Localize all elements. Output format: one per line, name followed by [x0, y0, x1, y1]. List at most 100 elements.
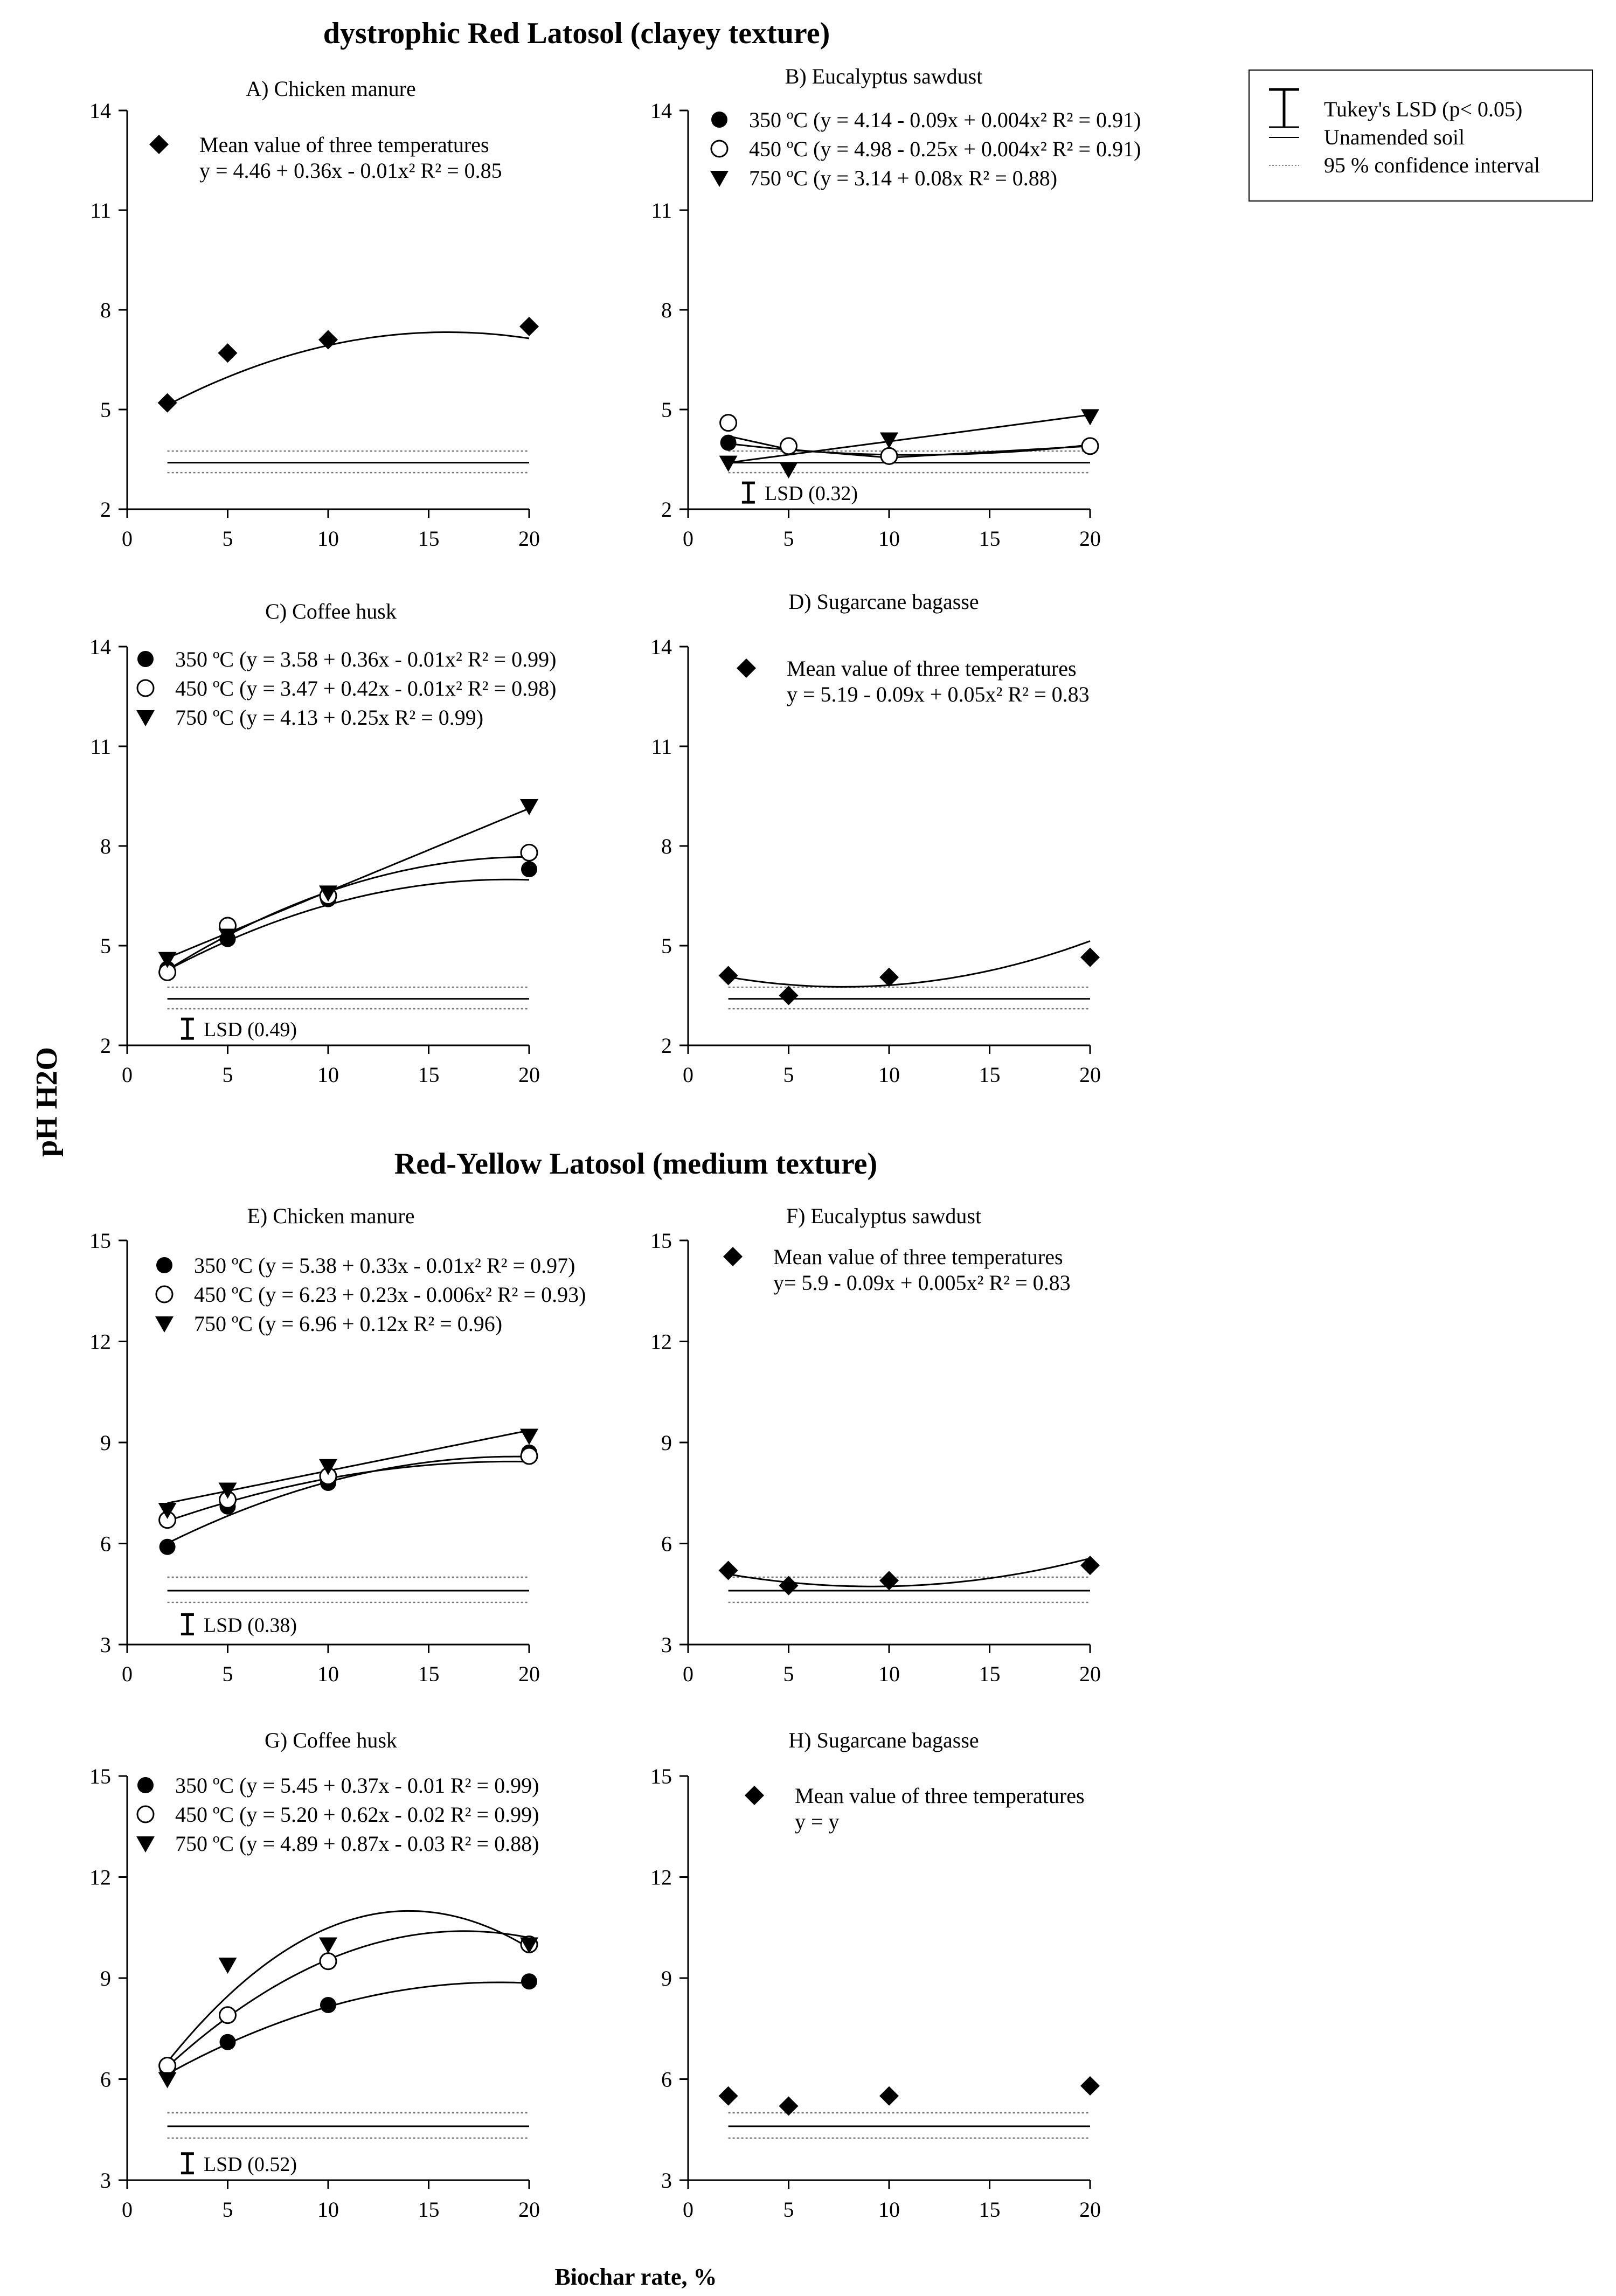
panel-title: E) Chicken manure	[247, 1204, 415, 1228]
fit-curve	[728, 435, 1091, 459]
y-tick-label: 12	[89, 1865, 111, 1890]
y-tick-label: 12	[650, 1865, 672, 1890]
legend-equation: 450 ºC (y = 6.23 + 0.23x - 0.006x² R² = …	[194, 1282, 586, 1307]
x-tick-label: 5	[223, 2197, 233, 2222]
legend-marker	[149, 135, 169, 154]
lsd-label: LSD (0.32)	[765, 482, 858, 505]
data-point	[219, 2006, 237, 2024]
x-tick-label: 0	[122, 526, 133, 551]
legend-equation: y = 4.46 + 0.36x - 0.01x² R² = 0.85	[199, 158, 502, 183]
y-tick-label: 12	[650, 1330, 672, 1354]
x-tick-label: 20	[1079, 1662, 1101, 1686]
legend-equation: 750 ºC (y = 4.89 + 0.87x - 0.03 R² = 0.8…	[175, 1832, 539, 1856]
legend-equation: 350 ºC (y = 5.38 + 0.33x - 0.01x² R² = 0…	[194, 1253, 575, 1278]
legend-equation: 450 ºC (y = 5.20 + 0.62x - 0.02 R² = 0.9…	[175, 1802, 539, 1827]
data-point	[319, 1937, 337, 1954]
x-tick-label: 15	[418, 526, 440, 551]
fit-curve	[167, 1455, 530, 1544]
panel-chicken-manure-medium: E) Chicken manure 3 6 9 12 15 0 5 10 15 20 LSD (0.3…	[89, 1204, 586, 1686]
y-tick-label: 12	[89, 1330, 111, 1354]
y-tick-label: 6	[100, 1532, 111, 1556]
data-point	[1081, 437, 1099, 455]
y-tick-label: 15	[650, 1764, 672, 1788]
legend-marker	[137, 1777, 154, 1793]
x-tick-label: 20	[1079, 1063, 1101, 1087]
y-tick-label: 15	[89, 1764, 111, 1788]
y-tick-label: 3	[661, 2168, 672, 2193]
legend-equation: y = 5.19 - 0.09x + 0.05x² R² = 0.83	[787, 682, 1090, 706]
legend-equation: 750 ºC (y = 3.14 + 0.08x R² = 0.88)	[749, 166, 1057, 190]
legend-equation: 750 ºC (y = 4.13 + 0.25x R² = 0.99)	[175, 705, 483, 730]
panel-coffee-husk-clayey: C) Coffee husk 2 5 8 11 14 0 5 10 15 20 LSD (0.49) 3…	[89, 599, 556, 1087]
x-tick-label: 15	[418, 1662, 440, 1686]
legend-marker	[137, 651, 154, 667]
data-point	[1081, 409, 1099, 426]
fit-curve	[167, 1430, 530, 1504]
data-point	[519, 316, 539, 336]
data-point	[521, 1973, 537, 1990]
data-point	[219, 2034, 236, 2050]
data-point	[158, 2072, 177, 2089]
lsd-label: LSD (0.38)	[204, 1614, 297, 1637]
data-point	[880, 432, 898, 449]
lsd-bar-icon	[181, 1017, 194, 1040]
x-tick-label: 5	[223, 1063, 233, 1087]
data-point	[718, 966, 738, 986]
x-tick-label: 0	[122, 1662, 133, 1686]
y-tick-label: 2	[100, 1033, 111, 1058]
data-point	[720, 434, 737, 451]
x-tick-label: 0	[683, 2197, 693, 2222]
y-axis-label: pH H2O	[30, 1047, 64, 1157]
legend-series-name: Mean value of three temperatures	[795, 1784, 1085, 1808]
x-tick-label: 15	[979, 1662, 1001, 1686]
global-legend: Tukey's LSD (p< 0.05) Unamended soil 95 …	[1249, 70, 1593, 202]
data-point	[521, 861, 537, 878]
x-tick-label: 20	[518, 1662, 540, 1686]
panel-eucalyptus-sawdust-clayey: B) Eucalyptus sawdust 2 5 8 11 14 0 5 10 15 20 LSD …	[650, 64, 1141, 551]
x-tick-label: 5	[223, 526, 233, 551]
x-tick-label: 0	[683, 1662, 693, 1686]
legend-marker	[136, 1836, 155, 1853]
x-tick-label: 15	[418, 1063, 440, 1087]
data-point	[158, 2057, 177, 2075]
legend-series-name: Mean value of three temperatures	[787, 656, 1077, 681]
y-tick-label: 6	[661, 1532, 672, 1556]
x-tick-label: 20	[1079, 2197, 1101, 2222]
data-point	[319, 1952, 337, 1971]
legend-equation: 350 ºC (y = 3.58 + 0.36x - 0.01x² R² = 0…	[175, 647, 556, 671]
y-tick-label: 6	[100, 2068, 111, 2092]
y-tick-label: 5	[100, 398, 111, 422]
y-tick-label: 5	[661, 398, 672, 422]
data-point	[718, 1560, 738, 1580]
panel-title: C) Coffee husk	[265, 599, 397, 623]
data-point	[780, 437, 797, 455]
panel-coffee-husk-medium: G) Coffee husk 3 6 9 12 15 0 5 10 15 20 LSD (0.52) 3…	[89, 1728, 540, 2222]
y-tick-label: 11	[651, 198, 672, 223]
data-point	[520, 843, 538, 862]
y-tick-label: 5	[661, 934, 672, 958]
y-tick-label: 8	[661, 834, 672, 858]
legend-ci-label: 95 % confidence interval	[1324, 153, 1540, 177]
x-tick-label: 10	[317, 2197, 339, 2222]
x-tick-label: 5	[223, 1662, 233, 1686]
legend-equation: 750 ºC (y = 6.96 + 0.12x R² = 0.96)	[194, 1312, 502, 1336]
legend-equation: 450 ºC (y = 4.98 - 0.25x + 0.004x² R² = …	[749, 137, 1141, 161]
data-point	[159, 1538, 176, 1555]
lsd-symbol-icon	[1269, 88, 1299, 128]
y-tick-label: 3	[100, 2168, 111, 2193]
legend-marker	[737, 658, 756, 678]
legend-marker	[136, 1805, 155, 1823]
data-point	[158, 952, 177, 968]
panel-title: D) Sugarcane bagasse	[788, 589, 979, 614]
x-tick-label: 20	[518, 526, 540, 551]
y-tick-label: 15	[650, 1229, 672, 1253]
x-tick-label: 15	[979, 2197, 1001, 2222]
legend-marker	[136, 679, 155, 697]
legend-equation: 350 ºC (y = 5.45 + 0.37x - 0.01 R² = 0.9…	[175, 1773, 539, 1798]
y-tick-label: 8	[661, 298, 672, 322]
data-point	[779, 1576, 799, 1596]
fit-curve	[728, 940, 1091, 988]
x-tick-label: 10	[878, 526, 900, 551]
x-tick-label: 5	[783, 1662, 794, 1686]
x-tick-label: 0	[122, 2197, 133, 2222]
